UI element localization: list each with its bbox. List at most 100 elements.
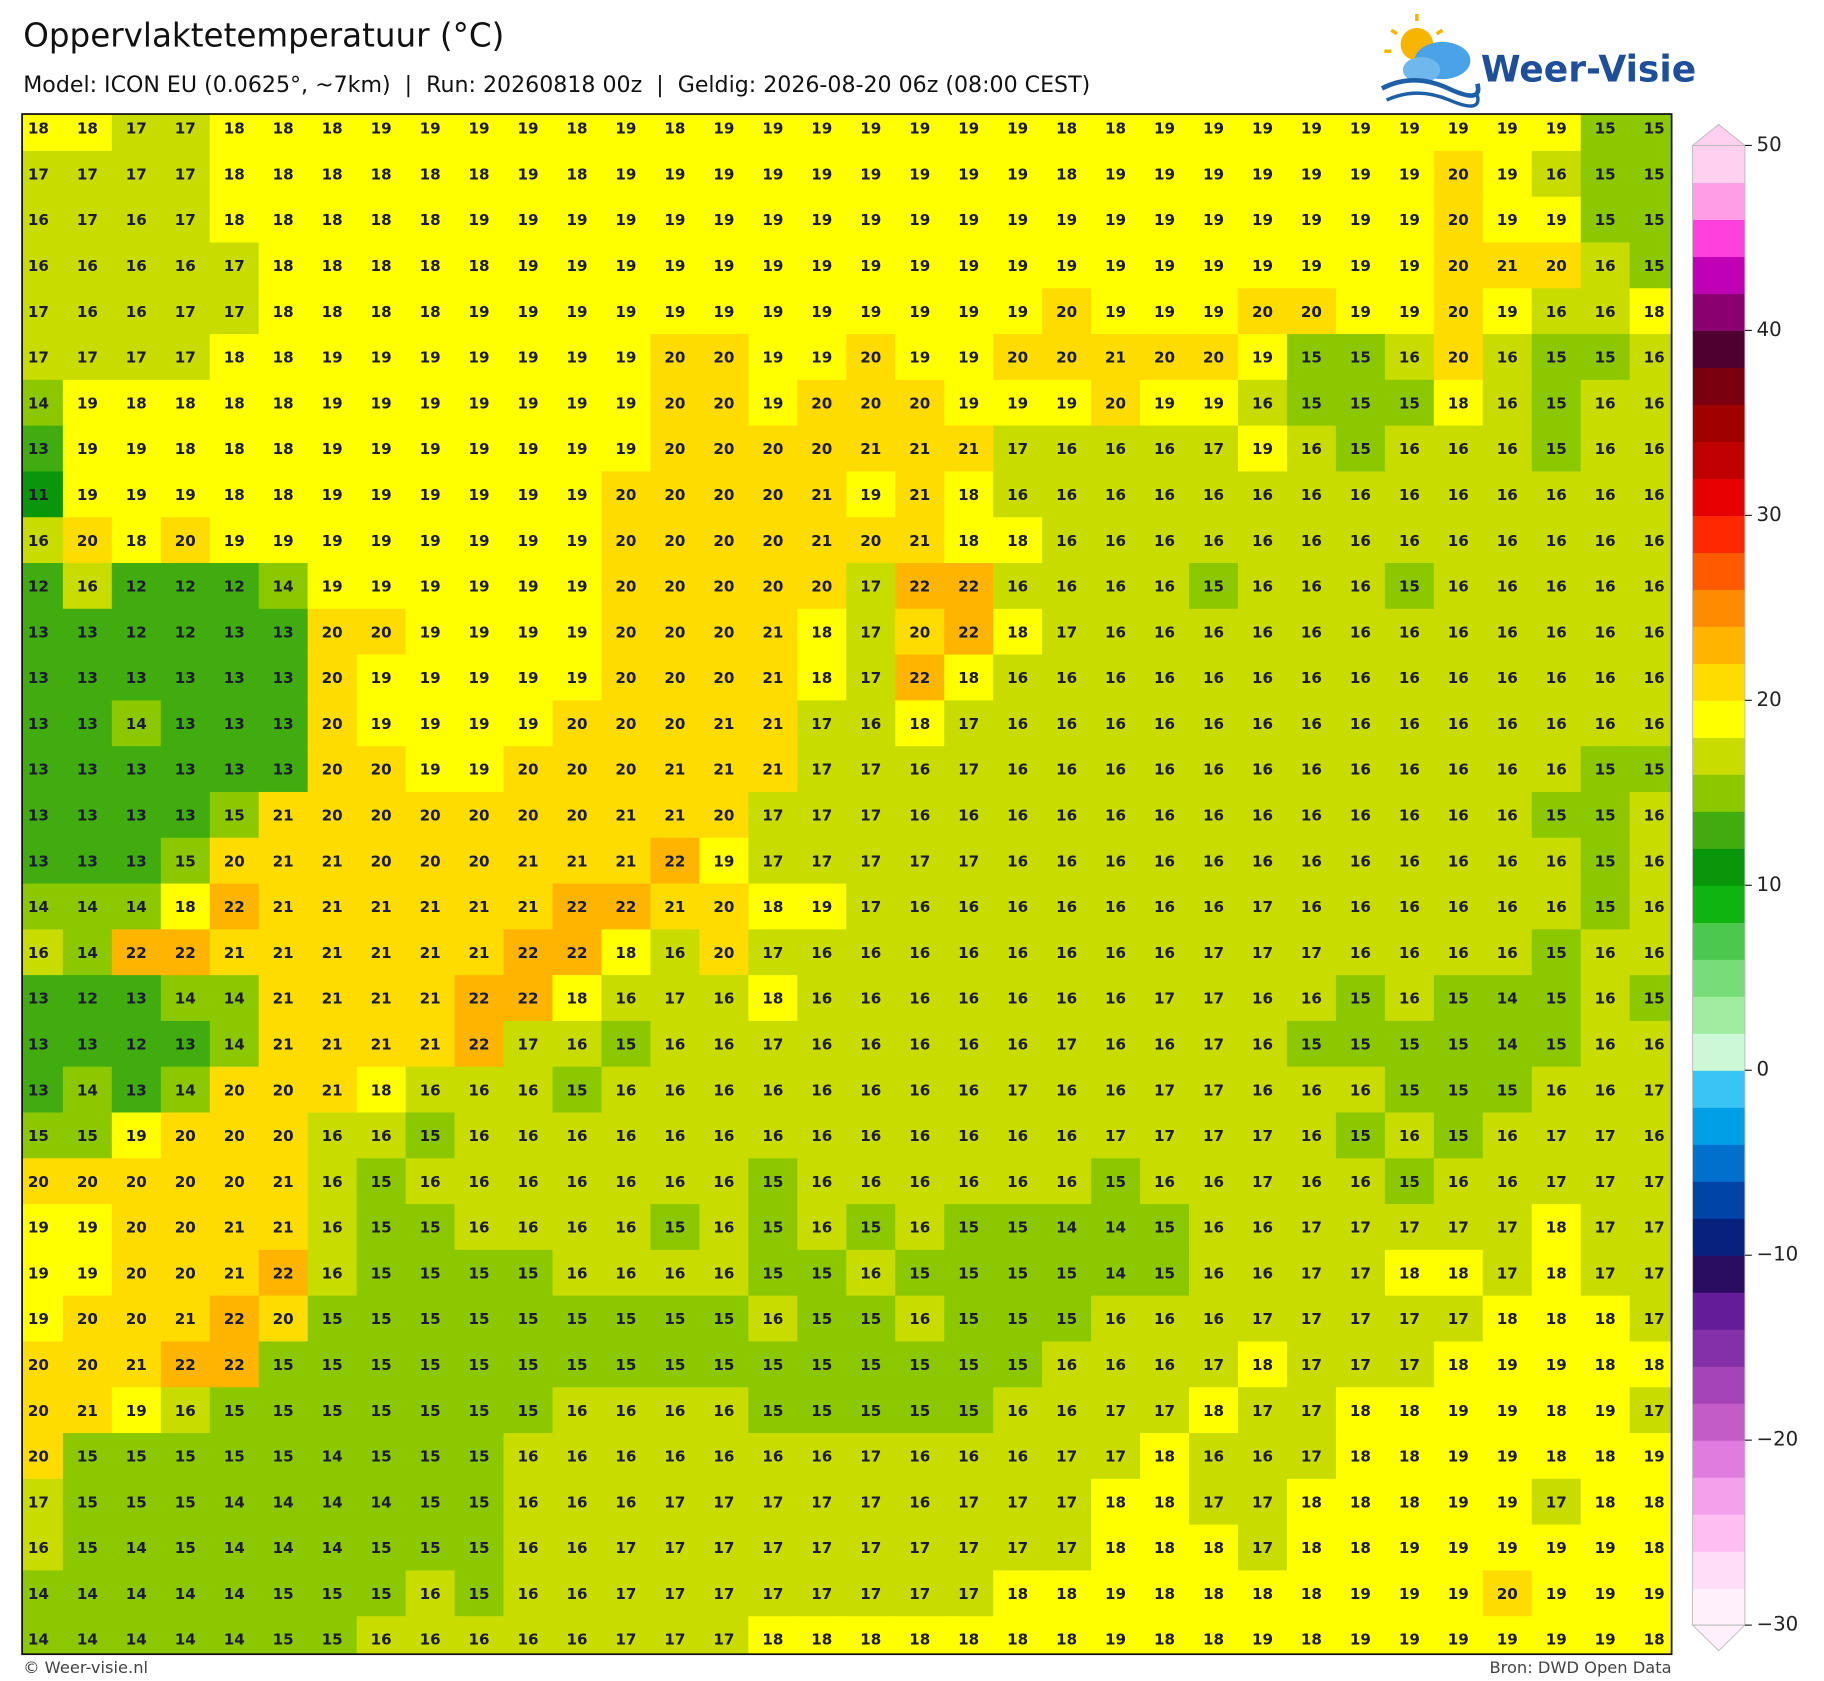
cell-value: 19 (713, 257, 734, 275)
cell-value: 14 (273, 1539, 294, 1557)
cell (1091, 288, 1141, 335)
cell (454, 425, 505, 473)
cell-value: 21 (273, 898, 294, 916)
cell (454, 1478, 505, 1526)
cell (1189, 1112, 1239, 1159)
cell-value: 18 (664, 120, 685, 138)
cell (1531, 1616, 1582, 1655)
cell-value: 16 (420, 1081, 441, 1099)
cell (1531, 1387, 1582, 1434)
cell-value: 16 (1546, 532, 1567, 550)
cell (993, 654, 1043, 702)
cell-value: 18 (909, 1631, 930, 1649)
cell-value: 16 (175, 1402, 196, 1420)
cell-value: 17 (762, 807, 783, 825)
cell (993, 563, 1043, 610)
cell (258, 608, 309, 656)
cell (1286, 791, 1337, 839)
cell-value: 20 (175, 1219, 196, 1237)
cell (797, 1295, 847, 1343)
cell-value: 16 (1056, 1081, 1077, 1099)
cell-value: 16 (1399, 349, 1420, 367)
cell-value: 15 (958, 1264, 979, 1282)
colorbar-band (1692, 293, 1745, 331)
cell (22, 379, 64, 427)
cell (552, 563, 603, 610)
cell (503, 1478, 554, 1526)
cell-value: 19 (1546, 1585, 1567, 1603)
cell (1531, 379, 1582, 427)
cell-value: 16 (1644, 532, 1665, 550)
cell-value: 16 (1252, 1264, 1273, 1282)
cell-value: 16 (1007, 852, 1028, 870)
cell (797, 150, 847, 198)
cell (993, 791, 1043, 839)
cell (846, 1249, 896, 1297)
cell (258, 837, 309, 885)
cell (1286, 837, 1337, 885)
cell (160, 563, 211, 610)
cell (552, 1112, 603, 1159)
cell (160, 700, 211, 747)
cell-value: 15 (1595, 165, 1616, 183)
cell (1629, 608, 1672, 656)
cell (699, 114, 750, 152)
cell (846, 1570, 896, 1617)
cell-value: 18 (811, 623, 832, 641)
cell (846, 1204, 896, 1251)
cell (111, 242, 162, 289)
cell-value: 19 (322, 532, 343, 550)
cell (209, 791, 260, 839)
cell (405, 150, 456, 198)
cell (307, 425, 358, 473)
cell (1286, 1433, 1337, 1480)
cell-value: 17 (1252, 1127, 1273, 1145)
cell-value: 19 (1546, 1539, 1567, 1557)
cell-value: 13 (28, 623, 49, 641)
cell (258, 196, 309, 244)
cell-value: 16 (518, 1585, 539, 1603)
cell-value: 19 (1497, 1448, 1518, 1466)
cell (111, 1524, 162, 1572)
cell-value: 18 (1007, 532, 1028, 550)
cell (1286, 242, 1337, 289)
cell (1140, 1341, 1190, 1388)
cell-value: 19 (860, 303, 881, 321)
cell-value: 16 (1399, 715, 1420, 733)
cell-value: 16 (1595, 486, 1616, 504)
cell-value: 19 (469, 120, 490, 138)
cell (1091, 654, 1141, 702)
cell-value: 15 (1399, 394, 1420, 412)
cell (1482, 791, 1533, 839)
cell-value: 13 (175, 669, 196, 687)
cell-value: 15 (1644, 211, 1665, 229)
cell (62, 1478, 113, 1526)
cell-value: 16 (1399, 761, 1420, 779)
cell (1482, 242, 1533, 289)
cell (1433, 150, 1484, 198)
cell (258, 1204, 309, 1251)
colorbar-tick-label: 0 (1757, 1058, 1770, 1081)
cell (1580, 1112, 1631, 1159)
cell-value: 22 (469, 1035, 490, 1053)
cell-value: 19 (1154, 394, 1175, 412)
cell (356, 1524, 407, 1572)
cell-value: 14 (1056, 1219, 1077, 1237)
cell (601, 1158, 652, 1205)
cell (1189, 746, 1239, 793)
cell-value: 18 (273, 394, 294, 412)
cell (454, 1066, 505, 1114)
cell (1433, 1524, 1484, 1572)
cell (1237, 334, 1288, 381)
cell-value: 17 (1252, 1173, 1273, 1191)
cell (209, 608, 260, 656)
cell-value: 17 (664, 1493, 685, 1511)
cell (160, 608, 211, 656)
cell (1482, 471, 1533, 518)
cell-value: 18 (1252, 1356, 1273, 1374)
cell-value: 14 (224, 990, 245, 1008)
cell-value: 16 (958, 898, 979, 916)
cell (356, 654, 407, 702)
cell-value: 15 (1644, 990, 1665, 1008)
cell (1482, 1341, 1533, 1388)
